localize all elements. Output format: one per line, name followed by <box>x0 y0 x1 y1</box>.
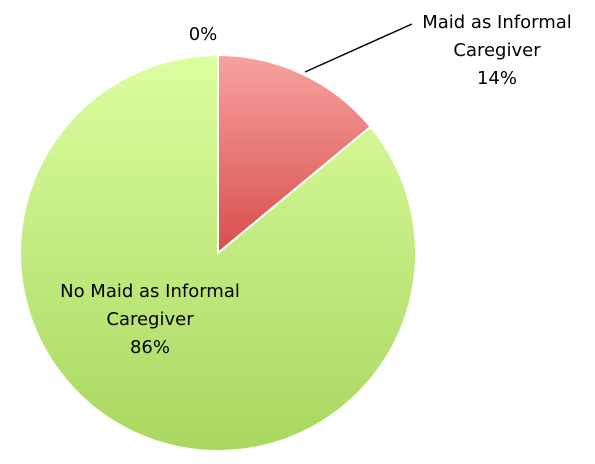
slice-label-zero-percent: 0% <box>189 24 218 45</box>
pie-slice-no-maid-as-informal-caregiver <box>19 53 417 452</box>
slice-label-no-maid-line2: Caregiver <box>106 309 194 330</box>
slice-label-no-maid-line1: No Maid as Informal <box>60 281 240 302</box>
leader-line-maid <box>304 23 413 73</box>
slice-label-maid-line2: Caregiver <box>453 40 541 61</box>
slice-percent-no-maid: 86% <box>130 337 170 358</box>
pie-slice-maid-as-informal-caregiver <box>217 53 372 256</box>
pie-slices <box>19 53 417 452</box>
slice-percent-maid: 14% <box>477 68 517 89</box>
slice-label-maid-line1: Maid as Informal <box>422 12 572 33</box>
